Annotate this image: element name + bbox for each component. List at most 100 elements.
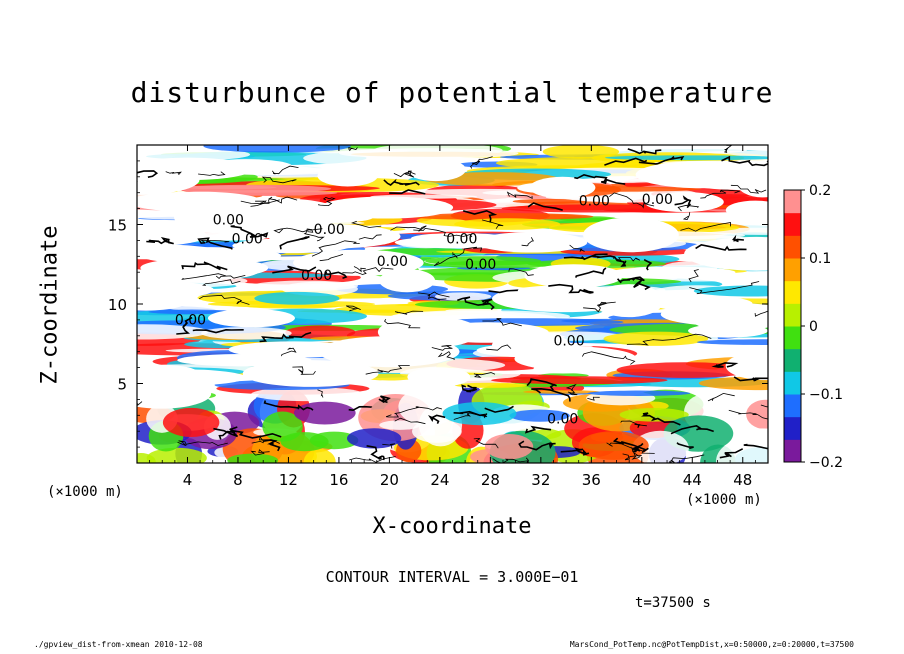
field-patch <box>242 360 379 387</box>
field-blob <box>246 304 339 309</box>
field-patch <box>475 232 588 253</box>
contour-line <box>711 362 739 368</box>
contour-line <box>202 279 241 286</box>
contour-lines <box>137 145 768 463</box>
field-patch <box>207 308 295 328</box>
colorbar-swatch <box>784 212 801 236</box>
contour-line <box>317 389 324 398</box>
y-axis-unit: (×1000 m) <box>47 484 123 500</box>
contour-line <box>461 384 478 393</box>
contour-line <box>342 267 394 275</box>
field-blob <box>693 285 768 297</box>
contour-label: 0.00 <box>377 254 408 270</box>
colorbar-swatch <box>784 258 801 282</box>
contour-line <box>181 273 227 280</box>
contour-label: 0.00 <box>465 257 496 273</box>
contour-line <box>176 316 193 335</box>
contour-line <box>728 409 768 420</box>
contour-label: 0.00 <box>301 268 332 284</box>
field-blob <box>379 420 421 430</box>
contour-line <box>394 417 426 425</box>
field-patch <box>517 182 573 194</box>
contour-line <box>473 372 496 378</box>
field-blob <box>509 409 570 422</box>
contour-line <box>262 439 281 452</box>
field-blob <box>619 407 689 422</box>
x-tick-label: 28 <box>481 471 500 489</box>
field-blob <box>523 390 600 394</box>
contour-line <box>433 246 483 267</box>
field-blob <box>603 331 709 346</box>
x-axis-label: X-coordinate <box>372 514 532 539</box>
contour-line <box>346 305 361 312</box>
contour-line <box>609 192 655 209</box>
field-patch <box>426 322 549 343</box>
field-blob <box>746 399 768 430</box>
x-tick-label: 16 <box>329 471 348 489</box>
field-blob <box>491 376 668 385</box>
contour-line <box>413 227 473 238</box>
contour-line <box>641 412 681 426</box>
contour-line <box>273 227 323 234</box>
contour-line <box>200 239 230 244</box>
contour-line <box>165 171 182 176</box>
contour-line <box>428 414 446 424</box>
contour-line <box>272 265 317 274</box>
contour-line <box>695 244 747 251</box>
x-axis-unit: (×1000 m) <box>686 492 762 508</box>
contour-line <box>565 383 578 396</box>
contour-line <box>457 296 495 310</box>
field-blob <box>172 184 332 193</box>
x-tick-label: 36 <box>582 471 601 489</box>
potential-temperature-field <box>137 145 768 463</box>
contour-line <box>218 426 238 440</box>
field-blob <box>338 148 519 159</box>
colorbar-tick-label: 0 <box>809 319 818 335</box>
x-tick-label: 12 <box>279 471 298 489</box>
field-patch <box>137 280 214 300</box>
field-blob <box>148 309 235 315</box>
contour-line <box>670 425 714 435</box>
contour-label: 0.00 <box>232 232 263 248</box>
contour-label: 0.00 <box>175 313 206 329</box>
field-patch <box>652 295 753 312</box>
contour-line <box>518 440 556 451</box>
contour-line <box>677 204 700 212</box>
field-blob <box>251 387 365 402</box>
colorbar-swatch <box>784 394 801 418</box>
contour-line <box>198 171 226 176</box>
field-patch <box>736 167 768 198</box>
contour-line <box>348 146 358 152</box>
contour-line <box>730 184 767 194</box>
contour-line <box>560 447 590 456</box>
contour-line <box>389 189 426 195</box>
contour-line <box>353 266 366 273</box>
field-blob <box>146 447 207 463</box>
contour-line <box>215 275 246 279</box>
field-patch <box>610 266 736 279</box>
field-patch <box>174 200 252 234</box>
y-tick-label: 10 <box>108 296 127 314</box>
contour-label: 0.00 <box>446 232 477 248</box>
contour-line <box>486 344 512 351</box>
contour-line <box>427 291 450 298</box>
contour-label: 0.00 <box>579 193 610 209</box>
x-tick-label: 48 <box>733 471 752 489</box>
colorbar-swatch <box>784 439 801 463</box>
contour-line <box>484 405 514 413</box>
contour-line <box>378 395 391 404</box>
field-blob <box>587 390 691 396</box>
contour-line <box>689 281 760 295</box>
field-patch <box>379 268 436 293</box>
footer-right: MarsCond_PotTemp.nc@PotTempDist,x=0:5000… <box>569 640 854 649</box>
contour-label: 0.00 <box>553 333 584 349</box>
contour-line <box>261 176 297 184</box>
contour-line <box>521 237 534 247</box>
contour-label: 0.00 <box>642 192 673 208</box>
colorbar-swatch <box>784 348 801 372</box>
colorbar-swatch <box>784 303 801 327</box>
contour-line <box>587 396 600 401</box>
contour-line <box>617 276 645 284</box>
contour-line <box>348 405 373 412</box>
contour-line <box>437 351 456 360</box>
